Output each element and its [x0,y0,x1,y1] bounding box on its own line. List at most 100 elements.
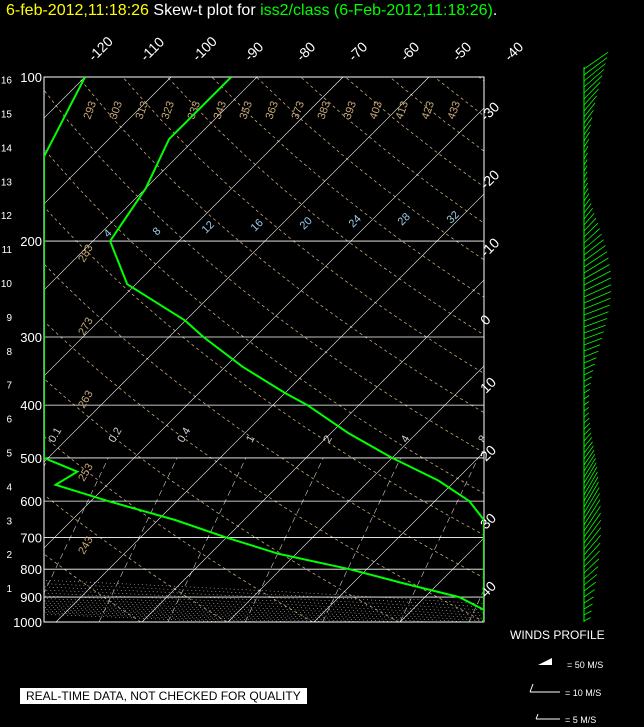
isobars [44,76,484,623]
temperature-right-label: -20 [477,166,503,192]
wind-barb [583,401,590,406]
title-dataset: iss2/class (6-Feb-2012,11:18:26) [260,2,493,19]
height-label: 6 [6,415,12,426]
wind-barb [583,534,601,556]
isotherm-line [55,193,484,622]
wind-barb [583,512,601,538]
dry-adiabat-label: 293 [82,100,100,121]
temperature-top-label: -40 [501,38,527,64]
wind-barb [583,370,594,376]
mixing-ratio-label: 20 [631,428,644,445]
wind-barb [583,182,588,190]
moist-adiabat-line [44,598,484,622]
wind-barb [583,233,602,250]
wind-barb [583,350,599,358]
wind-legend-10-symbol [529,683,560,693]
dry-adiabat-label: 353 [238,100,256,121]
dry-adiabat-label: 403 [368,100,386,121]
dry-adiabat-line [211,77,484,298]
height-label: 13 [1,177,13,188]
wind-barb [583,550,600,568]
moist-adiabat-line [44,583,484,608]
temperature-top-label: -70 [345,38,371,64]
pressure-label: 600 [20,494,42,509]
isotherm-line [44,77,344,377]
wind-barb [583,417,590,424]
wind-barb [583,406,590,412]
mixing-ratio-line [167,457,247,622]
temperature-right-label: 20 [477,442,499,464]
mixing-ratio-line [468,589,484,622]
mixing-ratio-label: 1 [244,433,257,444]
dry-adiabat-label: 363 [264,100,282,121]
wind-barb [583,596,594,604]
dry-adiabat-line [44,553,141,622]
moist-adiabat-line [44,586,484,611]
height-label: 15 [1,110,13,121]
wind-barb [583,527,602,550]
height-label: 10 [1,279,13,290]
dry-adiabat-line [77,77,484,414]
moist-adiabat-line [44,602,435,622]
wind-barb [583,223,599,238]
wind-barb [583,441,593,454]
wind-barb [583,264,610,280]
mixing-ratio-line [322,457,401,622]
wind-barb [583,581,597,592]
pressure-label: 400 [20,398,42,413]
mixing-ratio-label: 4 [399,433,412,444]
wind-barb [583,566,599,580]
wind-barb [583,57,608,76]
pressure-label: 700 [20,531,42,546]
height-label: 7 [6,381,12,392]
wind-barb [583,471,598,496]
wind-barb [583,228,600,244]
axis-labels: 1002003004005006007008009001000123456789… [1,33,527,630]
dry-adiabat-label: 333 [186,100,204,121]
wind-barb [583,145,589,154]
wind-profile [529,51,612,720]
wind-barb [583,603,593,610]
height-label: 1 [6,584,12,595]
mixing-ratio-line [555,458,633,622]
dry-adiabat-label: 343 [212,100,230,121]
wind-barb [583,337,603,346]
theta-e-label: 32 [445,209,462,226]
wind-barb [583,188,589,196]
dry-adiabat-label: 433 [446,100,464,121]
dry-adiabat-label: 383 [316,100,334,121]
wind-barb [583,382,591,388]
temperature-right-label: 10 [477,374,499,396]
isotherm-line [313,451,484,622]
pressure-label: 500 [20,451,42,466]
wind-barb [583,376,592,382]
wind-legend-50-symbol [538,658,552,665]
isotherm-line [227,365,484,622]
plot-frame [43,76,485,623]
moist-adiabat-line [44,579,484,605]
wind-barb [583,432,592,442]
wind-barb [583,51,609,70]
wind-barb [583,95,598,112]
quality-notice: REAL-TIME DATA, NOT CHECKED FOR QUALITY [20,688,307,704]
wind-barb [583,212,595,226]
dry-adiabat-label: 373 [290,100,308,121]
wind-barb [583,505,601,532]
wind-barb [583,124,592,136]
dry-adiabat-label: 253 [76,462,96,484]
isotherm-line [44,77,430,463]
wind-barb [583,75,603,94]
temperature-top-label: -60 [397,38,423,64]
wind-barb [583,395,590,400]
wind-barb [583,357,597,364]
dewpoint-profile-line [44,77,484,622]
height-label: 12 [1,211,13,222]
wind-barb [583,574,598,586]
dry-adiabat-label: 283 [76,243,96,265]
dry-adiabat-line [389,77,484,152]
height-label: 2 [6,550,12,561]
dry-adiabat-label: 313 [134,100,152,121]
wind-legend-10: = 10 M/S [565,688,602,698]
wind-barb [583,318,608,328]
